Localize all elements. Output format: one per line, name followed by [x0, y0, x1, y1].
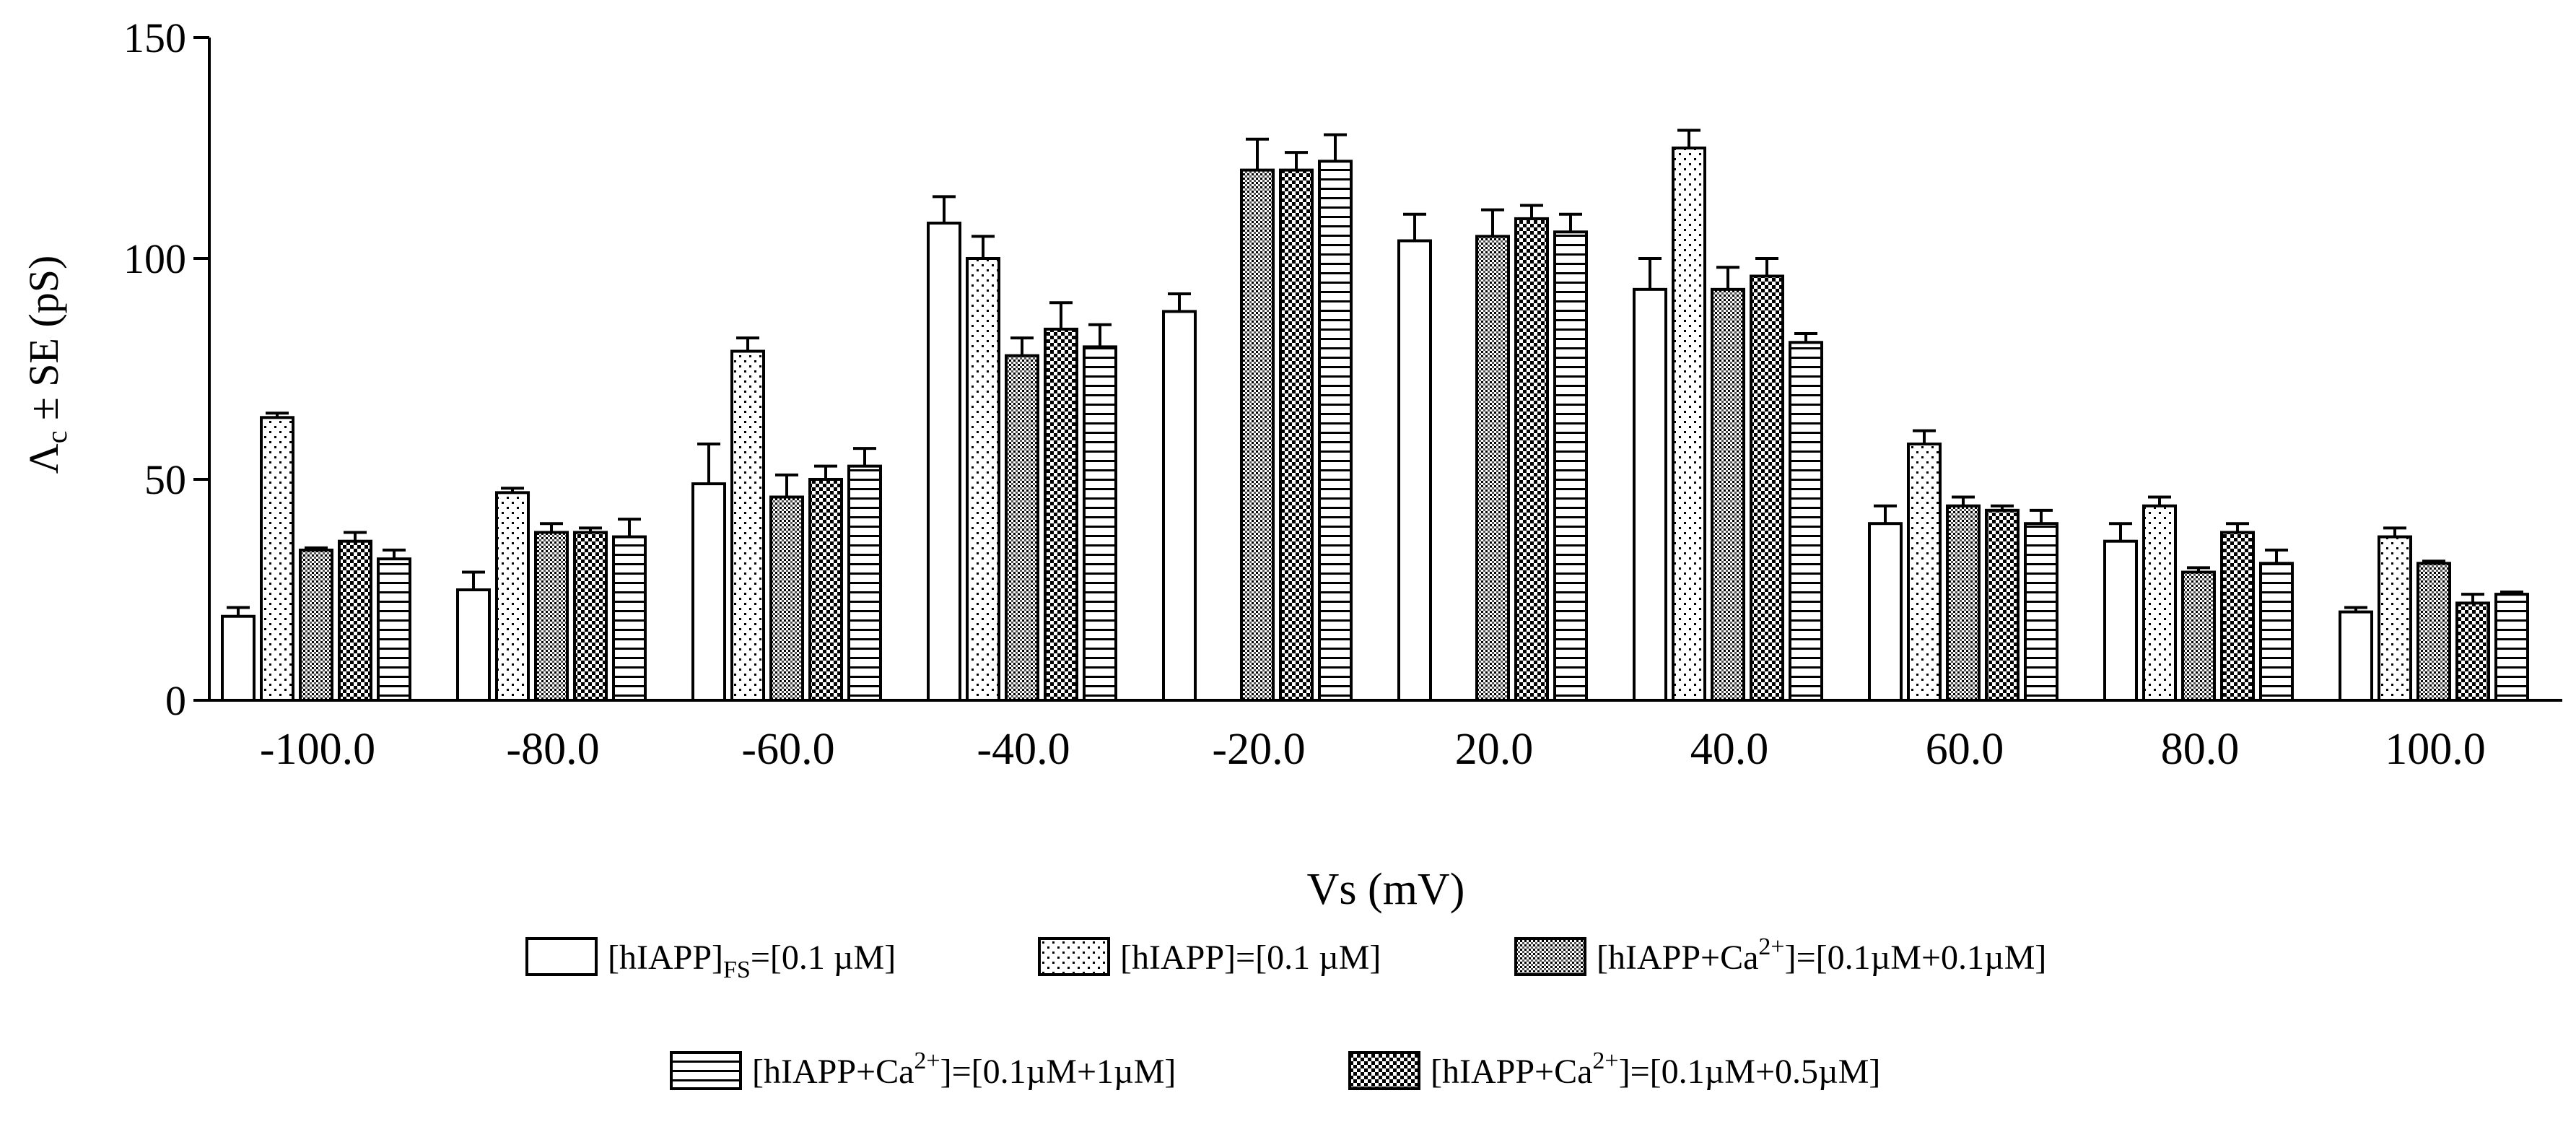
bar [377, 557, 411, 702]
bar [1279, 168, 1314, 702]
bar [2339, 610, 2373, 702]
legend-swatch [1038, 937, 1110, 976]
y-tick-label: 150 [123, 14, 186, 61]
bar [1397, 239, 1432, 702]
bar [612, 535, 647, 702]
bar [1633, 287, 1667, 702]
legend: [hIAPP]FS=[0.1 µM] [hIAPP]=[0.1 µM] [hIAPP… [525, 933, 2046, 1091]
bar [2416, 562, 2451, 702]
bar [2024, 522, 2058, 702]
bar [1240, 168, 1275, 702]
bar [2142, 504, 2177, 702]
bar [534, 531, 569, 702]
bar [260, 416, 294, 702]
bar [1083, 345, 1117, 702]
bar [1005, 354, 1039, 702]
bar [2455, 601, 2490, 702]
x-tick-label: 20.0 [1455, 725, 1534, 774]
bar [573, 531, 608, 702]
y-tick-label: 0 [165, 677, 186, 724]
legend-swatch [670, 1051, 742, 1090]
bar [847, 464, 882, 702]
x-tick-label: -100.0 [260, 725, 375, 774]
bar [456, 588, 491, 702]
bar [769, 495, 804, 702]
legend-entry: [hIAPP]FS=[0.1 µM] [525, 937, 896, 983]
bar [2494, 593, 2529, 702]
legend-swatch [525, 937, 598, 976]
bar [730, 349, 765, 702]
legend-entry: [hIAPP]=[0.1 µM] [1038, 937, 1381, 977]
bar [1985, 508, 2020, 702]
x-tick-label: 100.0 [2385, 725, 2486, 774]
legend-swatch [1348, 1051, 1420, 1090]
bar [1789, 341, 1823, 702]
bar [1711, 287, 1745, 702]
x-tick-label: 40.0 [1690, 725, 1769, 774]
bar [338, 539, 372, 702]
x-tick-label: -80.0 [506, 725, 599, 774]
legend-label: [hIAPP+Ca2+]=[0.1µM+1µM] [752, 1048, 1176, 1091]
bar [1475, 235, 1510, 702]
bar [1672, 147, 1706, 702]
legend-entry: [hIAPP+Ca2+]=[0.1µM+1µM] [670, 1048, 1176, 1091]
bar [1553, 230, 1588, 702]
x-tick-label: 80.0 [2161, 725, 2240, 774]
bar [2181, 570, 2216, 702]
bar [221, 614, 256, 702]
error-bars [227, 129, 2523, 617]
legend-label: [hIAPP]=[0.1 µM] [1120, 939, 1381, 977]
bar [808, 478, 843, 702]
y-tick-label: 50 [144, 456, 186, 503]
y-tick-label: 100 [123, 235, 186, 282]
bar [1868, 522, 1903, 702]
bar [1318, 160, 1353, 702]
legend-label: [hIAPP]FS=[0.1 µM] [608, 939, 896, 983]
bar [1946, 504, 1981, 702]
bar [299, 548, 333, 702]
bar [1514, 217, 1549, 702]
bar [1750, 274, 1784, 702]
bar [966, 257, 1000, 702]
bar [1044, 327, 1078, 702]
bar [2220, 531, 2255, 702]
tick-labels: 0 50 100 150 -100.0 -80.0 -60.0 -40.0 -20.0 20.0 4… [123, 14, 2486, 774]
x-tick-label: -40.0 [977, 725, 1070, 774]
legend-entry: [hIAPP+Ca2+]=[0.1µM+0.1µM] [1514, 933, 2046, 977]
x-tick-label: -60.0 [741, 725, 834, 774]
bar [2378, 535, 2412, 702]
x-tick-label: 60.0 [1926, 725, 2004, 774]
legend-swatch [1514, 937, 1586, 976]
bar [1162, 310, 1197, 702]
legend-entry: [hIAPP+Ca2+]=[0.1µM+0.5µM] [1348, 1048, 1880, 1091]
bar [1907, 443, 1942, 702]
bar [495, 491, 530, 702]
bar [691, 482, 726, 702]
bar [927, 222, 961, 702]
bars [221, 147, 2529, 702]
legend-label: [hIAPP+Ca2+]=[0.1µM+0.5µM] [1431, 1048, 1880, 1091]
x-tick-label: -20.0 [1212, 725, 1305, 774]
x-axis-label: Vs (mV) [1307, 865, 1465, 914]
legend-label: [hIAPP+Ca2+]=[0.1µM+0.1µM] [1597, 933, 2046, 977]
y-axis-label: Λc ± SE (pS) [20, 256, 73, 474]
bar [2103, 539, 2138, 702]
bar [2259, 562, 2294, 702]
